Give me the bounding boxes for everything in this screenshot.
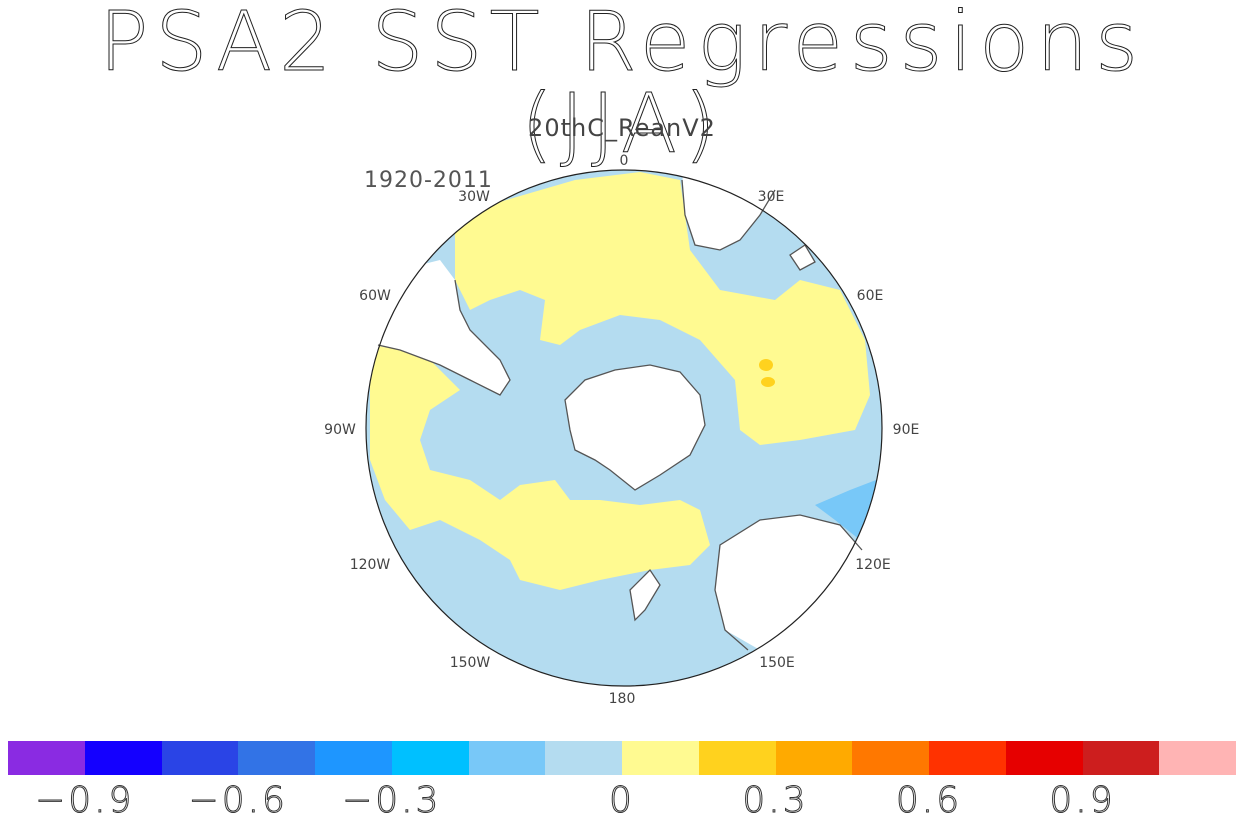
colorbar-tick-label: 0.9 — [1049, 780, 1116, 822]
australia-land — [715, 515, 870, 650]
colorbar-swatch-12 — [929, 741, 1006, 775]
colorbar-swatch-3 — [238, 741, 315, 775]
colorbar-swatch-9 — [698, 741, 776, 775]
lon-label-90w: 90W — [324, 422, 356, 438]
colorbar-swatch-1 — [84, 741, 162, 775]
period-label: 1920-2011 — [364, 168, 493, 193]
colorbar-tick-labels: −0.9 −0.6 −0.3 0 0.3 0.6 0.9 — [8, 780, 1236, 822]
colorbar-swatch-4 — [315, 741, 392, 775]
colorbar — [8, 741, 1236, 775]
africa-coast — [681, 179, 776, 251]
dataset-subtitle: 20thC_ReanV2 — [528, 114, 716, 142]
colorbar-tick-label: −0.3 — [342, 780, 442, 822]
lon-label-150w: 150W — [450, 655, 491, 671]
colorbar-swatch-0 — [8, 741, 85, 775]
colorbar-swatch-8 — [622, 741, 699, 775]
colorbar-tick-label: −0.9 — [35, 780, 135, 822]
colorbar-swatch-14 — [1082, 741, 1160, 775]
strong-negative-region — [815, 480, 876, 540]
lon-label-30w: 30W — [458, 189, 490, 205]
lon-label-30e: 30E — [758, 189, 785, 205]
lon-label-0: 0 — [620, 153, 629, 169]
colorbar-tick-label: 0.6 — [895, 780, 963, 822]
lon-label-120w: 120W — [350, 557, 391, 573]
lon-label-60w: 60W — [359, 288, 391, 304]
australia-coast — [714, 514, 863, 651]
new-zealand-coast — [629, 568, 661, 622]
antarctica-coast — [564, 364, 706, 491]
colorbar-swatch-10 — [775, 741, 853, 775]
coastlines — [377, 179, 863, 651]
south-america-coast — [377, 279, 511, 396]
antarctica-land — [565, 365, 705, 490]
colorbar-swatch-11 — [852, 741, 929, 775]
strong-positive-spot-2 — [761, 377, 775, 387]
longitude-labels: 0 30E 60E 90E 120E 150E 180 150W 120W 90… — [324, 153, 919, 707]
colorbar-swatch-6 — [468, 741, 546, 775]
lon-label-180: 180 — [609, 691, 636, 707]
positive-region-atlantic — [455, 172, 870, 445]
positive-region-westpac — [370, 345, 710, 590]
map-field — [366, 170, 882, 686]
colorbar-swatch-2 — [161, 741, 239, 775]
lon-label-150e: 150E — [759, 655, 795, 671]
colorbar-swatch-5 — [391, 741, 469, 775]
colorbar-swatch-7 — [545, 741, 622, 775]
colorbar-swatch-15 — [1159, 741, 1236, 775]
strong-positive-spot-1 — [759, 359, 773, 371]
lon-label-120e: 120E — [855, 557, 891, 573]
lon-label-90e: 90E — [893, 422, 920, 438]
map-boundary — [365, 169, 883, 687]
colorbar-tick-label: 0 — [609, 780, 635, 822]
colorbar-tick-label: −0.6 — [188, 780, 288, 822]
colorbar-tick-label: 0.3 — [742, 780, 809, 822]
colorbar-swatch-13 — [1005, 741, 1083, 775]
madagascar-coast — [789, 244, 816, 271]
page-title: PSA2 SST Regressions (JJA) — [98, 0, 1145, 172]
lon-label-60e: 60E — [857, 288, 884, 304]
